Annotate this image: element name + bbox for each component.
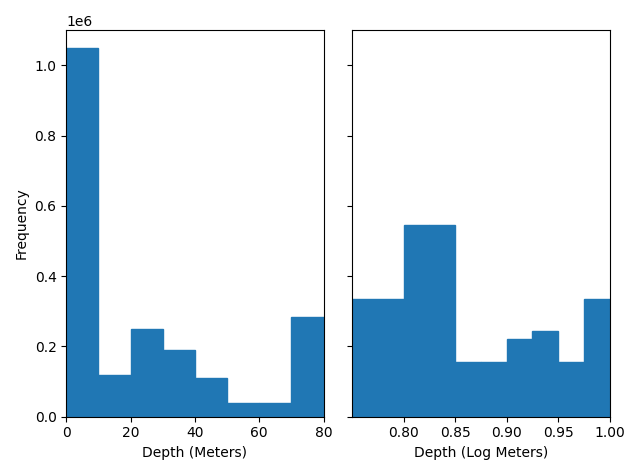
Bar: [163, 350, 195, 417]
Bar: [195, 378, 227, 417]
Bar: [259, 403, 291, 417]
Bar: [131, 329, 163, 417]
Bar: [532, 331, 558, 417]
X-axis label: Depth (Log Meters): Depth (Log Meters): [414, 446, 548, 460]
Bar: [584, 299, 610, 417]
X-axis label: Depth (Meters): Depth (Meters): [143, 446, 248, 460]
Bar: [67, 48, 99, 417]
Bar: [352, 299, 404, 417]
Bar: [507, 340, 532, 417]
Bar: [404, 225, 429, 417]
Bar: [99, 375, 131, 417]
Bar: [455, 362, 481, 417]
Bar: [291, 316, 324, 417]
Bar: [227, 403, 259, 417]
Bar: [429, 225, 455, 417]
Y-axis label: Frequency: Frequency: [15, 188, 29, 259]
Bar: [558, 362, 584, 417]
Bar: [481, 362, 507, 417]
